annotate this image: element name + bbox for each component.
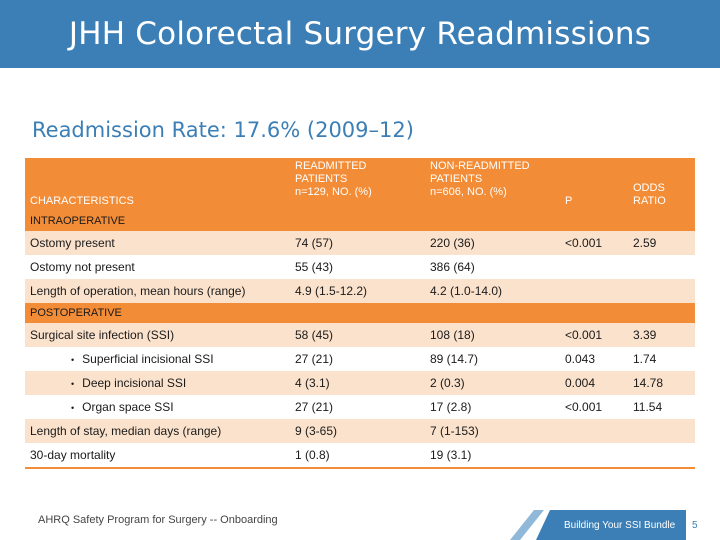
- cell-p: [560, 279, 628, 303]
- cell-odds-ratio: 2.59: [628, 231, 695, 255]
- cell-odds-ratio: [628, 279, 695, 303]
- cell-p: [560, 255, 628, 279]
- cell-readmitted: 58 (45): [290, 323, 425, 347]
- header-odds-ratio: ODDS RATIO: [628, 158, 695, 211]
- cell-non-readmitted: 108 (18): [425, 323, 560, 347]
- cell-readmitted: 74 (57): [290, 231, 425, 255]
- cell-readmitted: 27 (21): [290, 347, 425, 371]
- cell-characteristic: Superficial incisional SSI: [25, 347, 290, 371]
- cell-readmitted: 4 (3.1): [290, 371, 425, 395]
- header-characteristics: CHARACTERISTICS: [30, 195, 134, 207]
- header-readmitted-line-1: READMITTED: [295, 160, 367, 172]
- cell-characteristic: Length of stay, median days (range): [25, 419, 290, 443]
- cell-non-readmitted: 7 (1-153): [425, 419, 560, 443]
- cell-odds-ratio: [628, 255, 695, 279]
- table-row: Ostomy not present 55 (43) 386 (64): [25, 255, 695, 279]
- cell-characteristic: Organ space SSI: [25, 395, 290, 419]
- readmissions-table: CHARACTERISTICS READMITTED PATIENTS n=12…: [25, 158, 695, 469]
- header-non-readmitted-line-3: n=606, NO. (%): [430, 186, 507, 198]
- header-readmitted-line-3: n=129, NO. (%): [295, 186, 372, 198]
- table-row: Organ space SSI 27 (21) 17 (2.8) <0.001 …: [25, 395, 695, 419]
- header-odds-ratio-line-1: ODDS: [633, 182, 665, 194]
- cell-readmitted: 9 (3-65): [290, 419, 425, 443]
- cell-odds-ratio: [628, 443, 695, 469]
- section-row-intraoperative: INTRAOPERATIVE: [25, 211, 695, 231]
- cell-p: <0.001: [560, 231, 628, 255]
- cell-non-readmitted: 220 (36): [425, 231, 560, 255]
- header-readmitted-line-2: PATIENTS: [295, 173, 348, 185]
- cell-non-readmitted: 19 (3.1): [425, 443, 560, 469]
- cell-odds-ratio: 14.78: [628, 371, 695, 395]
- table-row: Deep incisional SSI 4 (3.1) 2 (0.3) 0.00…: [25, 371, 695, 395]
- section-label: INTRAOPERATIVE: [25, 211, 695, 231]
- cell-characteristic: Length of operation, mean hours (range): [25, 279, 290, 303]
- footer-badge-text: Building Your SSI Bundle: [564, 519, 676, 531]
- header-p: P: [565, 195, 573, 207]
- cell-odds-ratio: 11.54: [628, 395, 695, 419]
- cell-non-readmitted: 89 (14.7): [425, 347, 560, 371]
- cell-p: [560, 419, 628, 443]
- cell-characteristic: Deep incisional SSI: [25, 371, 290, 395]
- cell-p: 0.043: [560, 347, 628, 371]
- header-non-readmitted: NON-READMITTED PATIENTS n=606, NO. (%): [425, 158, 560, 211]
- slide-subtitle: Readmission Rate: 17.6% (2009–12): [32, 118, 414, 142]
- title-bar: JHH Colorectal Surgery Readmissions: [0, 0, 720, 68]
- cell-readmitted: 1 (0.8): [290, 443, 425, 469]
- cell-readmitted: 55 (43): [290, 255, 425, 279]
- table-row: Surgical site infection (SSI) 58 (45) 10…: [25, 323, 695, 347]
- cell-p: 0.004: [560, 371, 628, 395]
- table-header-row: CHARACTERISTICS READMITTED PATIENTS n=12…: [25, 158, 695, 211]
- cell-readmitted: 27 (21): [290, 395, 425, 419]
- table-row: 30-day mortality 1 (0.8) 19 (3.1): [25, 443, 695, 469]
- table-row: Ostomy present 74 (57) 220 (36) <0.001 2…: [25, 231, 695, 255]
- page-number: 5: [692, 520, 698, 531]
- cell-odds-ratio: 3.39: [628, 323, 695, 347]
- cell-p: <0.001: [560, 395, 628, 419]
- header-readmitted: READMITTED PATIENTS n=129, NO. (%): [290, 158, 425, 211]
- cell-non-readmitted: 386 (64): [425, 255, 560, 279]
- section-label: POSTOPERATIVE: [25, 303, 695, 323]
- header-non-readmitted-line-2: PATIENTS: [430, 173, 483, 185]
- cell-characteristic: Ostomy present: [25, 231, 290, 255]
- cell-p: <0.001: [560, 323, 628, 347]
- cell-non-readmitted: 17 (2.8): [425, 395, 560, 419]
- table-row: Superficial incisional SSI 27 (21) 89 (1…: [25, 347, 695, 371]
- cell-non-readmitted: 2 (0.3): [425, 371, 560, 395]
- cell-odds-ratio: [628, 419, 695, 443]
- cell-characteristic: Surgical site infection (SSI): [25, 323, 290, 347]
- cell-odds-ratio: 1.74: [628, 347, 695, 371]
- footer-badge: Building Your SSI Bundle: [536, 510, 686, 540]
- section-row-postoperative: POSTOPERATIVE: [25, 303, 695, 323]
- cell-p: [560, 443, 628, 469]
- header-odds-ratio-line-2: RATIO: [633, 195, 666, 207]
- table-row: Length of stay, median days (range) 9 (3…: [25, 419, 695, 443]
- table-row: Length of operation, mean hours (range) …: [25, 279, 695, 303]
- slide-title: JHH Colorectal Surgery Readmissions: [68, 16, 652, 52]
- cell-readmitted: 4.9 (1.5-12.2): [290, 279, 425, 303]
- header-non-readmitted-line-1: NON-READMITTED: [430, 160, 530, 172]
- cell-non-readmitted: 4.2 (1.0-14.0): [425, 279, 560, 303]
- cell-characteristic: 30-day mortality: [25, 443, 290, 469]
- footer-program-text: AHRQ Safety Program for Surgery -- Onboa…: [38, 514, 278, 526]
- cell-characteristic: Ostomy not present: [25, 255, 290, 279]
